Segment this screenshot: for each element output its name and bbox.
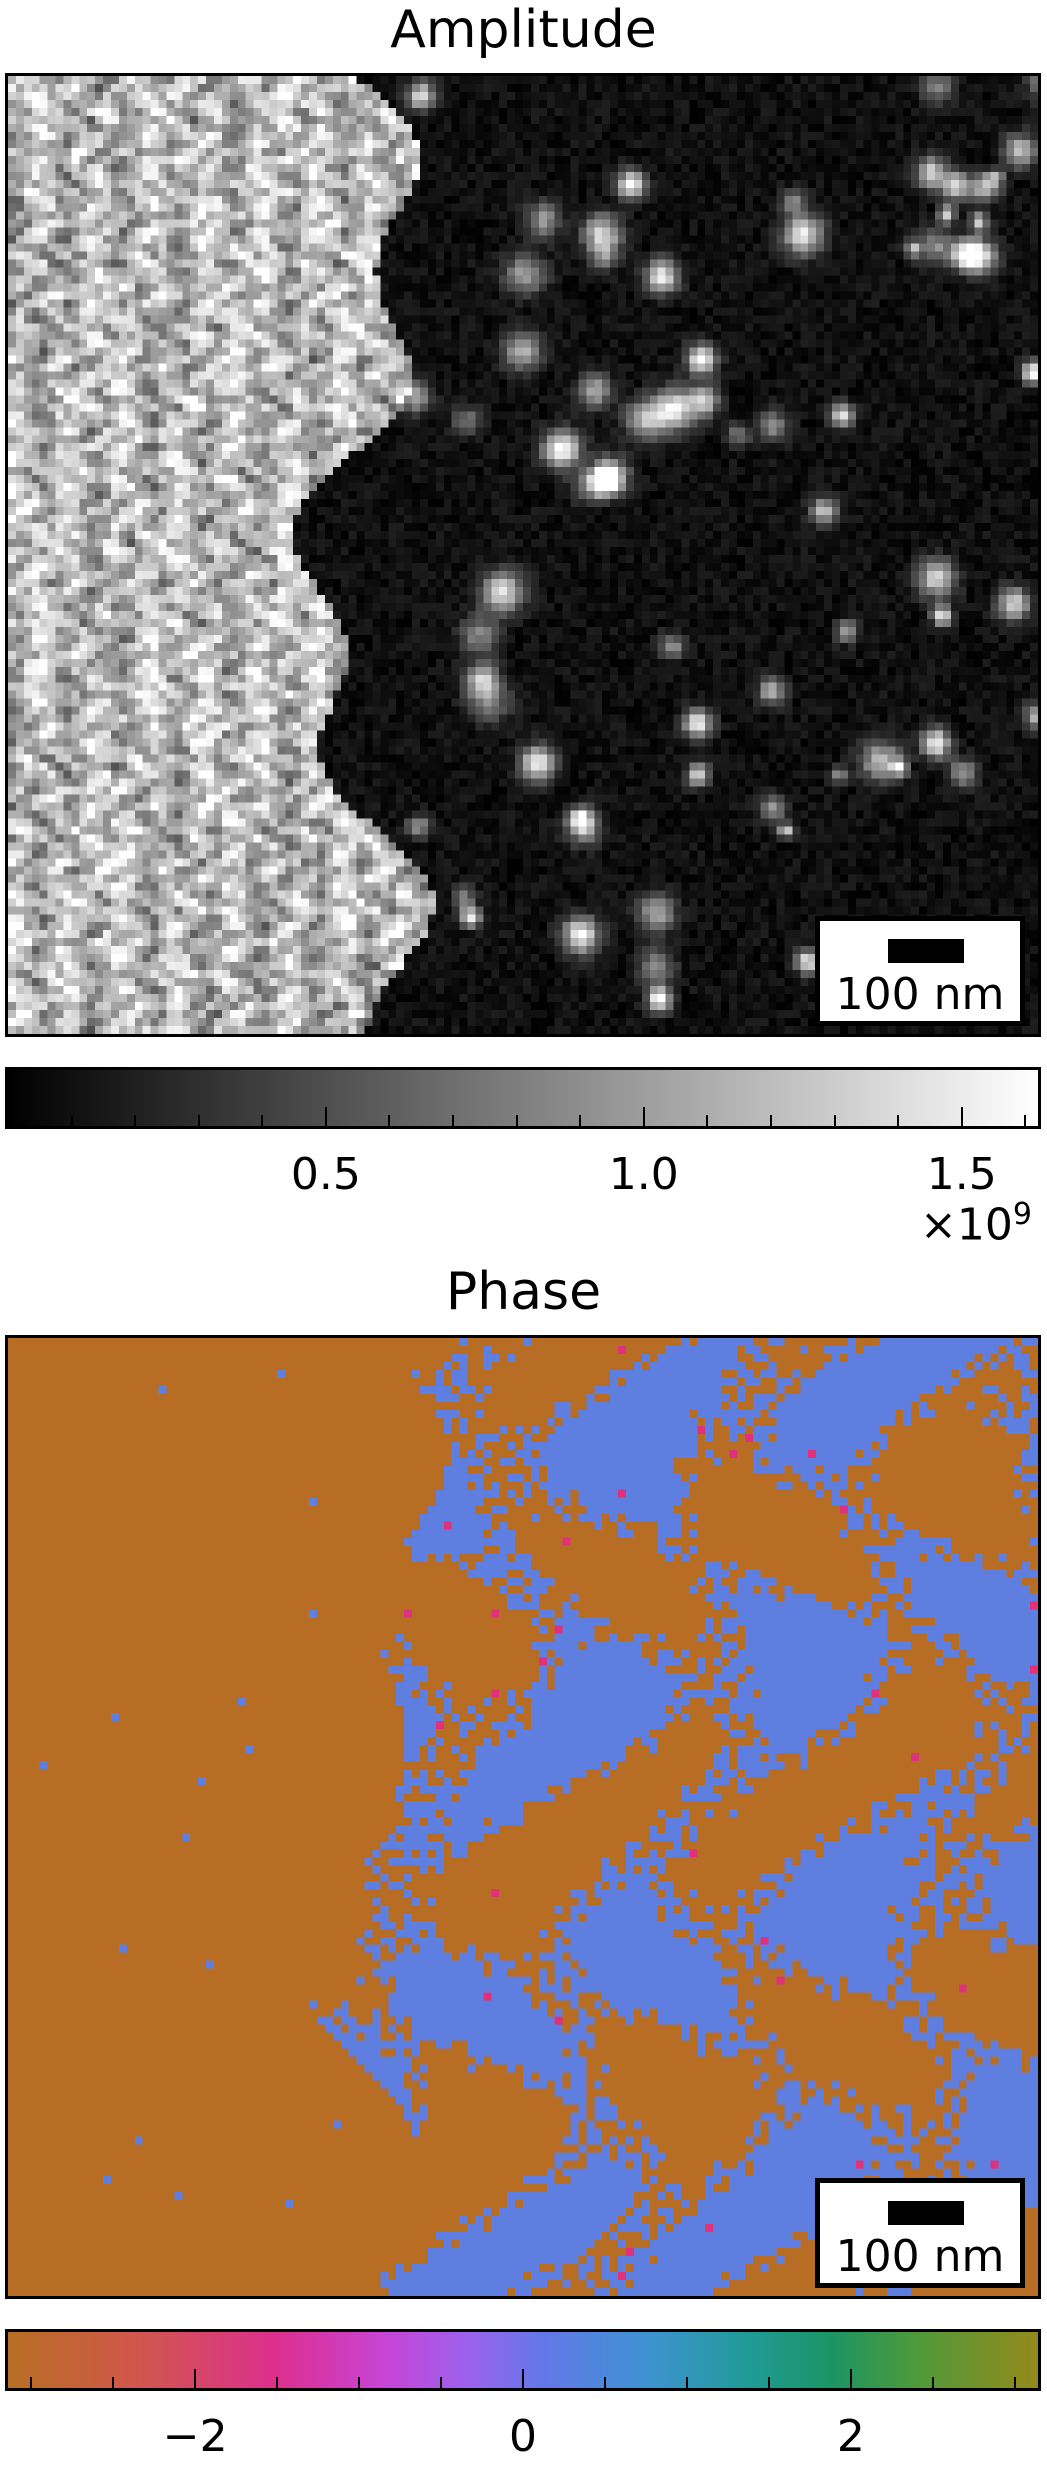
- amplitude-colorbar-minor-tick: [261, 1115, 264, 1127]
- phase-colorbar-minor-tick: [276, 2377, 279, 2389]
- phase-scalebar: 100 nm: [815, 2178, 1025, 2288]
- amplitude-colorbar-major-tick: [960, 1107, 963, 1127]
- amplitude-colorbar-multiplier: ×109: [920, 1190, 1032, 1251]
- multiplier-base: ×10: [920, 1199, 1013, 1251]
- phase-scalebar-bar: [888, 2201, 964, 2225]
- phase-colorbar-minor-tick: [440, 2377, 443, 2389]
- amplitude-heatmap: [8, 76, 1038, 1034]
- amplitude-colorbar-minor-tick: [769, 1115, 772, 1127]
- phase-heatmap: [8, 1338, 1038, 2296]
- amplitude-scalebar-label: 100 nm: [835, 969, 1005, 1020]
- phase-colorbar-minor-tick: [30, 2377, 33, 2389]
- amplitude-image: 100 nm: [5, 73, 1041, 1037]
- phase-colorbar-major-tick: [849, 2369, 852, 2389]
- amplitude-colorbar-minor-tick: [452, 1115, 455, 1127]
- phase-colorbar-minor-tick: [358, 2377, 361, 2389]
- phase-colorbar-major-tick: [522, 2369, 524, 2389]
- amplitude-title: Amplitude: [390, 0, 657, 60]
- amplitude-colorbar-minor-tick: [70, 1115, 73, 1127]
- phase-scalebar-label: 100 nm: [835, 2231, 1005, 2282]
- phase-colorbar-minor-tick: [931, 2377, 934, 2389]
- amplitude-colorbar-tick-label: 0.5: [290, 1149, 361, 1200]
- amplitude-scalebar-bar: [888, 939, 964, 963]
- phase-colorbar-minor-tick: [112, 2377, 115, 2389]
- amplitude-colorbar-minor-tick: [197, 1115, 200, 1127]
- amplitude-colorbar-tick-label: 1.0: [608, 1149, 679, 1200]
- phase-image: 100 nm: [5, 1335, 1041, 2299]
- phase-colorbar-tick-label: 2: [836, 2411, 865, 2462]
- amplitude-colorbar-minor-tick: [706, 1115, 709, 1127]
- phase-colorbar-minor-tick: [603, 2377, 606, 2389]
- phase-colorbar-minor-tick: [685, 2377, 688, 2389]
- multiplier-exponent: 9: [1012, 1197, 1032, 1232]
- phase-colorbar-major-tick: [194, 2369, 197, 2389]
- amplitude-colorbar-tick-label: 1.5: [926, 1149, 997, 1200]
- phase-colorbar-minor-tick: [767, 2377, 770, 2389]
- amplitude-colorbar-minor-tick: [134, 1115, 137, 1127]
- phase-colorbar-minor-tick: [1013, 2377, 1016, 2389]
- amplitude-colorbar-minor-tick: [1024, 1115, 1027, 1127]
- phase-colorbar-tick-label: 0: [509, 2411, 537, 2462]
- phase-title: Phase: [445, 1262, 602, 1322]
- amplitude-colorbar-minor-tick: [515, 1115, 518, 1127]
- amplitude-scalebar: 100 nm: [815, 916, 1025, 1026]
- amplitude-colorbar-minor-tick: [833, 1115, 836, 1127]
- amplitude-colorbar: [5, 1067, 1041, 1129]
- amplitude-colorbar-minor-tick: [897, 1115, 900, 1127]
- amplitude-colorbar-minor-tick: [7, 1115, 9, 1127]
- amplitude-colorbar-major-tick: [324, 1107, 327, 1127]
- phase-colorbar-tick-label: −2: [162, 2411, 228, 2462]
- amplitude-colorbar-minor-tick: [579, 1115, 582, 1127]
- amplitude-colorbar-major-tick: [642, 1107, 645, 1127]
- amplitude-colorbar-minor-tick: [388, 1115, 391, 1127]
